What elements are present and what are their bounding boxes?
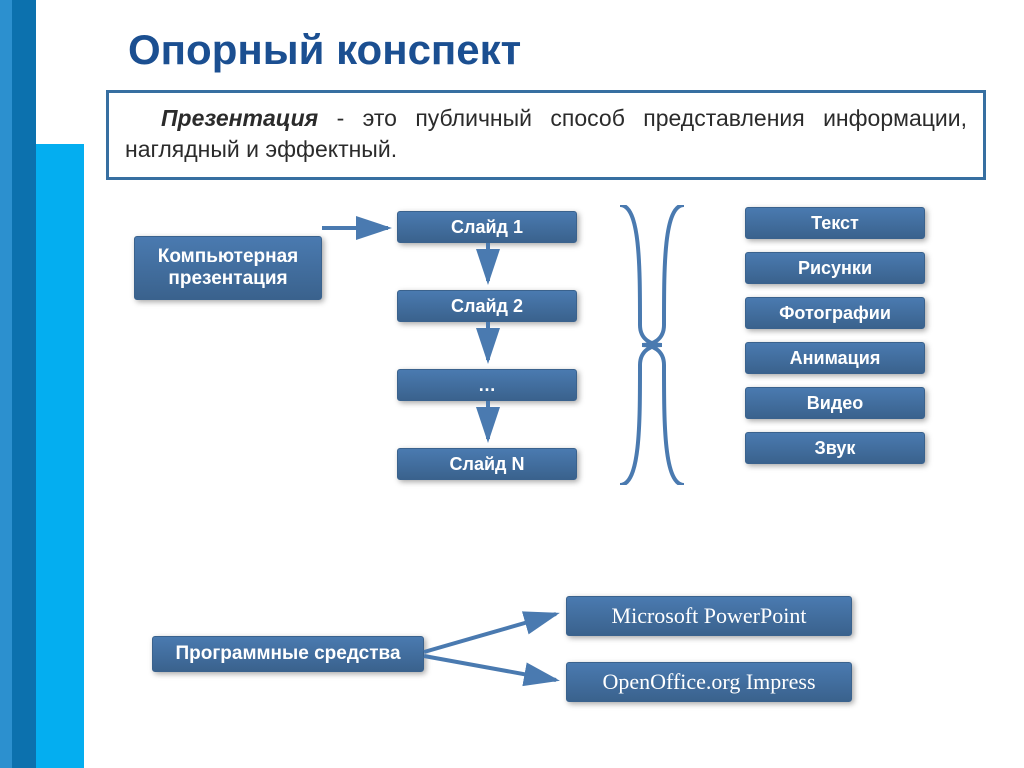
definition-box: Презентация - это публичный способ предс… <box>106 90 986 180</box>
arrow-ellipsis-to-slideN <box>478 401 498 449</box>
decor-bar-1 <box>0 0 12 768</box>
arrow-slide2-to-ellipsis <box>478 322 498 370</box>
definition-lead: Презентация <box>161 105 318 131</box>
node-app-powerpoint: Microsoft PowerPoint <box>566 596 852 636</box>
node-app-impress: OpenOffice.org Impress <box>566 662 852 702</box>
node-slide-n: Слайд N <box>397 448 577 480</box>
node-media-audio: Звук <box>745 432 925 464</box>
node-software: Программные средства <box>152 636 424 672</box>
node-slide-1: Слайд 1 <box>397 211 577 243</box>
node-media-video: Видео <box>745 387 925 419</box>
node-media-images: Рисунки <box>745 252 925 284</box>
node-computer-presentation: Компьютерная презентация <box>134 236 322 300</box>
decor-bar-3 <box>36 144 84 768</box>
arrow-main-to-slide1 <box>322 218 398 238</box>
arrow-slide1-to-slide2 <box>478 243 498 291</box>
node-media-text: Текст <box>745 207 925 239</box>
node-media-photos: Фотографии <box>745 297 925 329</box>
slide-page: Опорный конспект Презентация - это публи… <box>0 0 1024 768</box>
page-title: Опорный конспект <box>128 26 521 74</box>
decor-bar-2 <box>12 0 36 768</box>
node-media-anim: Анимация <box>745 342 925 374</box>
node-slide-2: Слайд 2 <box>397 290 577 322</box>
node-slide-ellipsis: … <box>397 369 577 401</box>
brace-icon <box>610 205 694 485</box>
arrow-software-to-impress <box>424 650 566 690</box>
